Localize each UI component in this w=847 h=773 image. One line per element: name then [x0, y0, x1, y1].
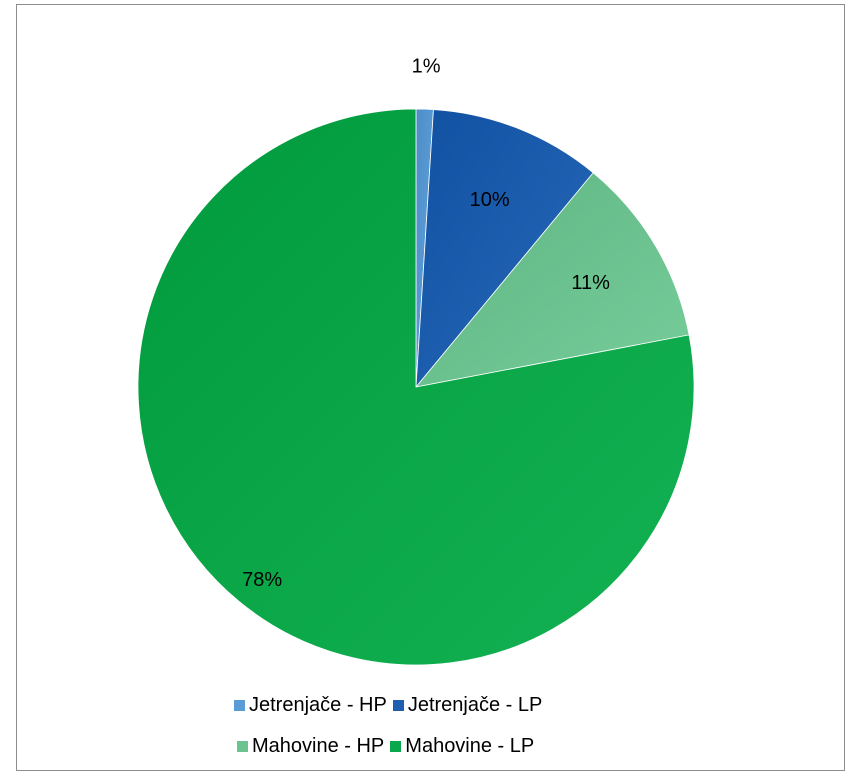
pie-slice-mahovine-lp [137, 108, 695, 666]
pie-slice-mahovine-hp [414, 172, 690, 388]
legend-swatch-jetrenjace-lp [392, 700, 404, 711]
legend-label-jetrenjace-hp: Jetrenjače - HP [249, 694, 387, 716]
data-label-mahovine-lp: 78% [242, 569, 282, 591]
data-label-mahovine-hp: 11% [571, 272, 610, 294]
data-label-jetrenjace-hp: 1% [412, 56, 441, 78]
legend-row-1: Jetrenjače - HP Jetrenjače - LP [234, 694, 548, 717]
legend-swatch-jetrenjace-hp [234, 700, 245, 711]
legend-item-jetrenjace-lp: Jetrenjače - LP [392, 694, 543, 717]
legend-item-mahovine-lp: Mahovine - LP [390, 735, 534, 758]
legend-swatch-mahovine-hp [237, 741, 248, 752]
pie-slice-jetrenjace-lp [415, 109, 594, 389]
legend-label-jetrenjace-lp: Jetrenjače - LP [407, 694, 543, 716]
legend-row-2: Mahovine - HP Mahovine - LP [237, 735, 540, 758]
pie-data-labels: 1% 10% 11% 78% [242, 56, 610, 591]
pie-slices [137, 108, 695, 666]
legend-item-mahovine-hp: Mahovine - HP [237, 735, 384, 758]
legend-label-mahovine-hp: Mahovine - HP [252, 735, 385, 757]
data-label-jetrenjace-lp: 10% [470, 189, 510, 211]
legend-swatch-mahovine-lp [390, 741, 402, 752]
legend-item-jetrenjace-hp: Jetrenjače - HP [234, 694, 387, 717]
legend-label-mahovine-lp: Mahovine - LP [405, 735, 535, 757]
